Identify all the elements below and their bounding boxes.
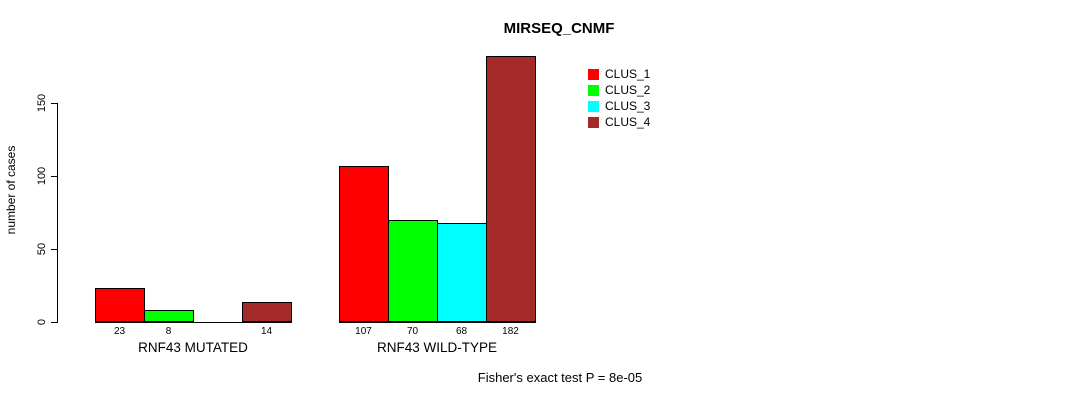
legend-row: CLUS_1 xyxy=(588,66,650,82)
y-tick-mark xyxy=(51,103,58,104)
y-tick-label: 50 xyxy=(36,242,48,256)
annotation-fisher-test: Fisher's exact test P = 8e-05 xyxy=(477,370,643,385)
bar-clus_3 xyxy=(437,223,487,322)
y-tick-mark xyxy=(51,249,58,250)
legend-swatch-clus_4 xyxy=(588,116,599,128)
bar-clus_4 xyxy=(486,56,536,322)
legend-row: CLUS_2 xyxy=(588,82,650,98)
group-baseline xyxy=(339,322,536,323)
legend-row: CLUS_4 xyxy=(588,114,650,130)
legend-swatch-clus_2 xyxy=(588,84,599,96)
legend-label: CLUS_2 xyxy=(605,83,651,97)
bar-value-label: 182 xyxy=(502,326,519,337)
bar-value-label: 107 xyxy=(355,326,372,337)
y-tick-label: 150 xyxy=(36,93,48,113)
y-tick-mark xyxy=(51,176,58,177)
category-label: RNF43 WILD-TYPE xyxy=(376,340,498,355)
bar-value-label: 68 xyxy=(455,326,468,337)
bar-value-label: 23 xyxy=(113,326,126,337)
legend-label: CLUS_3 xyxy=(605,99,651,113)
bar-clus_2 xyxy=(388,220,438,322)
legend-row: CLUS_3 xyxy=(588,98,650,114)
bar-value-label: 8 xyxy=(165,326,172,337)
legend-label: CLUS_1 xyxy=(605,67,651,81)
bar-clus_4 xyxy=(242,302,292,322)
y-tick-mark xyxy=(51,322,58,323)
bar-clus_1 xyxy=(339,166,389,322)
y-tick-label: 100 xyxy=(36,166,48,186)
group-baseline xyxy=(95,322,292,323)
chart-title: MIRSEQ_CNMF xyxy=(503,20,615,37)
legend-swatch-clus_3 xyxy=(588,100,599,112)
y-axis-line xyxy=(57,103,58,323)
category-label: RNF43 MUTATED xyxy=(138,340,248,355)
legend-label: CLUS_4 xyxy=(605,115,651,129)
legend-swatch-clus_1 xyxy=(588,68,599,80)
legend: CLUS_1 CLUS_2 CLUS_3 CLUS_4 xyxy=(588,66,650,130)
y-axis-label: number of cases xyxy=(4,145,18,235)
bar-value-label: 70 xyxy=(406,326,419,337)
y-tick-label: 0 xyxy=(36,318,48,326)
bar-clus_2 xyxy=(144,310,194,322)
bar-clus_1 xyxy=(95,288,145,322)
bar-value-label: 14 xyxy=(260,326,273,337)
